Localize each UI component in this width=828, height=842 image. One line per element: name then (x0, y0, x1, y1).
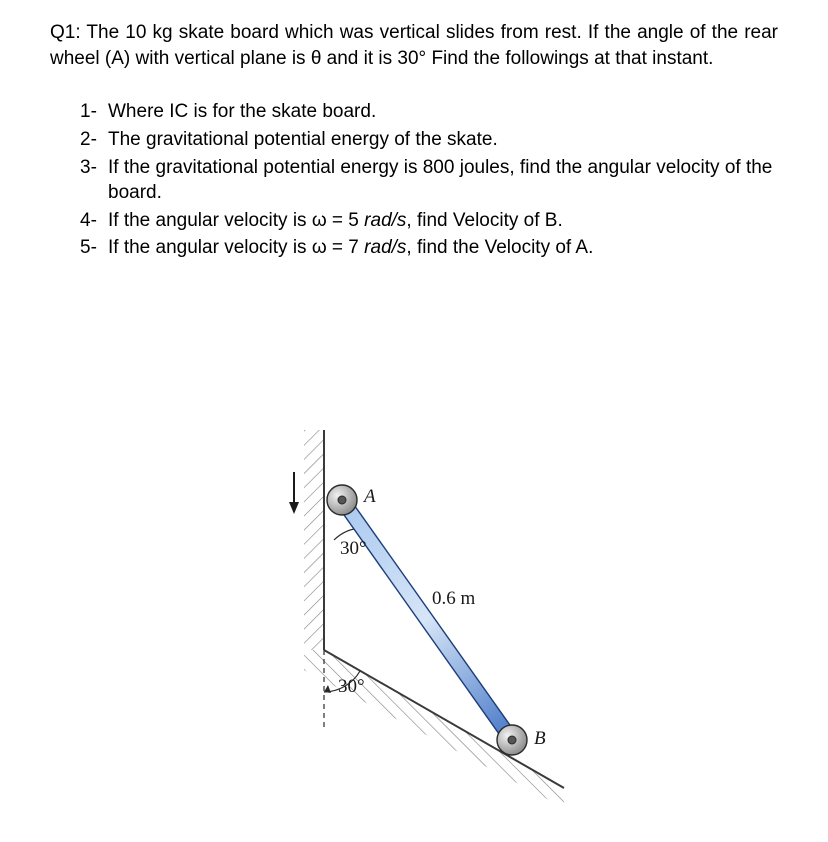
incline-hatch (304, 650, 564, 808)
wheel-a-hub (338, 496, 346, 504)
question-text: The 10 kg skate board which was vertical… (50, 22, 778, 69)
list-item: 1- Where IC is for the skate board. (80, 99, 778, 125)
list-item: 4- If the angular velocity is ω = 5 rad/… (80, 208, 778, 234)
wall-hatch (304, 430, 324, 650)
list-item: 3- If the gravitational potential energy… (80, 155, 778, 206)
figure-diagram: A B 30° 30° 0.6 m (234, 430, 594, 810)
diagram-svg (234, 430, 594, 810)
item-text: If the gravitational potential energy is… (108, 155, 778, 206)
item-number: 2- (80, 127, 108, 153)
item-number: 3- (80, 155, 108, 206)
question-intro: Q1: The 10 kg skate board which was vert… (50, 20, 778, 71)
item-text: If the angular velocity is ω = 7 rad/s, … (108, 235, 778, 261)
label-a: A (364, 486, 376, 508)
angle-arrowhead (324, 685, 331, 693)
list-item: 2- The gravitational potential energy of… (80, 127, 778, 153)
item-number: 4- (80, 208, 108, 234)
wheel-b-hub (508, 736, 516, 744)
angle-label-bottom: 30° (338, 676, 365, 698)
item-number: 1- (80, 99, 108, 125)
length-label: 0.6 m (432, 588, 475, 610)
list-item: 5- If the angular velocity is ω = 7 rad/… (80, 235, 778, 261)
item-text: Where IC is for the skate board. (108, 99, 778, 125)
down-arrow-head (289, 502, 299, 514)
skateboard-bar (335, 494, 517, 744)
question-label: Q1: (50, 22, 81, 43)
incline-line (324, 650, 564, 788)
item-text: The gravitational potential energy of th… (108, 127, 778, 153)
item-text: If the angular velocity is ω = 5 rad/s, … (108, 208, 778, 234)
angle-label-top: 30° (340, 538, 367, 560)
question-list: 1- Where IC is for the skate board. 2- T… (80, 99, 778, 261)
item-number: 5- (80, 235, 108, 261)
label-b: B (534, 728, 546, 750)
